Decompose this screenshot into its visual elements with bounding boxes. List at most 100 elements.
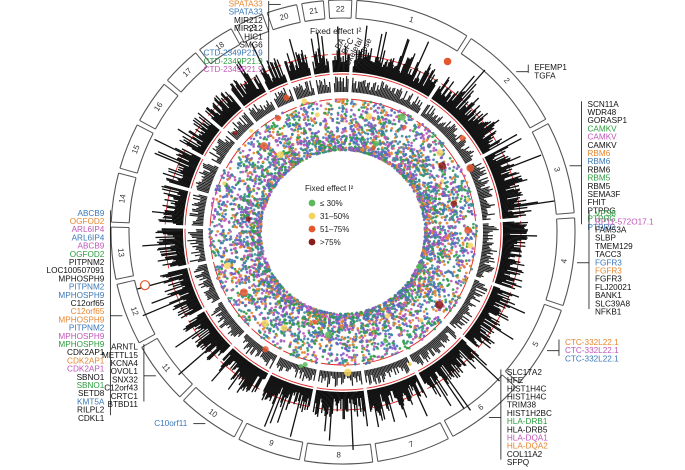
data-point <box>404 153 408 156</box>
data-point <box>440 216 444 219</box>
inner-bar <box>391 363 397 375</box>
association-bar <box>472 325 481 333</box>
data-point <box>359 330 362 334</box>
association-bar <box>449 350 458 359</box>
association-bar <box>198 116 219 133</box>
association-bar <box>397 382 404 397</box>
association-bar <box>430 365 436 373</box>
baseline-ring <box>492 222 502 283</box>
data-point <box>425 209 429 212</box>
threshold-ring <box>369 390 425 409</box>
data-point <box>434 221 438 224</box>
chromosome-boundary <box>322 0 326 19</box>
data-point <box>413 326 416 329</box>
data-point <box>283 313 287 316</box>
chromosome-boundary <box>350 0 353 19</box>
inner-bar <box>198 206 206 209</box>
data-point <box>346 361 350 365</box>
data-point <box>365 345 369 348</box>
data-point <box>436 211 440 214</box>
data-point <box>390 109 394 112</box>
data-point <box>415 149 419 153</box>
inner-bar <box>376 89 380 97</box>
association-bar <box>400 58 411 84</box>
data-point <box>450 300 453 304</box>
data-point <box>462 278 465 281</box>
association-bar <box>222 348 234 361</box>
data-point <box>413 170 417 173</box>
association-bar <box>179 139 204 155</box>
association-bar <box>317 48 323 74</box>
association-bar <box>177 301 200 314</box>
inner-bar <box>194 271 210 278</box>
inner-bar <box>481 208 487 211</box>
inner-bar <box>280 359 287 372</box>
association-bar <box>156 246 184 251</box>
inner-bar <box>200 197 207 201</box>
data-point <box>379 318 383 322</box>
data-point <box>451 160 455 163</box>
data-point <box>416 131 420 135</box>
data-point <box>442 206 446 209</box>
inner-bar <box>318 79 323 94</box>
data-point <box>294 337 298 341</box>
association-bar <box>182 169 195 175</box>
data-point <box>431 135 434 139</box>
data-point <box>410 118 413 122</box>
data-point <box>453 220 457 224</box>
data-point <box>425 257 429 261</box>
data-point <box>303 311 306 314</box>
inner-bar <box>460 150 469 157</box>
inner-bar <box>295 88 300 100</box>
chromosome-arc-inner <box>531 131 557 215</box>
association-bar <box>356 50 360 73</box>
chromosome-label: 6 <box>476 402 485 412</box>
association-bar <box>406 74 412 86</box>
data-point <box>445 236 448 240</box>
association-bar <box>335 391 338 406</box>
data-point <box>467 259 471 262</box>
data-point <box>276 300 280 303</box>
data-point <box>372 332 375 335</box>
inner-bar <box>192 194 208 200</box>
data-point <box>310 320 313 324</box>
chromosome-arc-outer <box>266 4 297 14</box>
data-point <box>422 206 426 209</box>
data-point <box>413 127 417 131</box>
association-bar <box>425 368 431 378</box>
association-bar <box>371 389 380 428</box>
data-point <box>386 114 390 117</box>
inner-bar <box>459 150 467 156</box>
inner-bar <box>232 121 245 134</box>
inner-bar <box>480 257 489 261</box>
inner-bar <box>420 104 429 117</box>
data-point <box>283 294 287 297</box>
inner-bar <box>269 104 275 111</box>
association-bar <box>297 386 303 402</box>
data-point <box>381 312 385 316</box>
inner-bar <box>335 76 337 93</box>
inner-bar <box>472 283 488 291</box>
inner-bar <box>309 80 314 96</box>
data-point <box>447 233 450 237</box>
association-bar <box>198 135 211 144</box>
association-bar <box>384 386 396 422</box>
association-bar <box>402 380 414 405</box>
data-point <box>356 313 360 317</box>
association-bar <box>500 258 521 264</box>
data-point <box>433 153 436 157</box>
data-point <box>454 245 457 248</box>
association-bar <box>316 32 324 74</box>
data-point <box>372 104 376 108</box>
inner-bar <box>315 80 320 95</box>
inner-bar <box>197 184 211 190</box>
association-bar <box>177 200 186 203</box>
inner-bar <box>283 360 288 368</box>
association-bar <box>426 367 452 407</box>
data-point <box>387 121 391 125</box>
data-point <box>407 160 410 164</box>
data-point <box>434 197 438 201</box>
association-bar <box>258 82 266 93</box>
association-bar <box>167 285 193 296</box>
inner-bar <box>452 318 458 324</box>
